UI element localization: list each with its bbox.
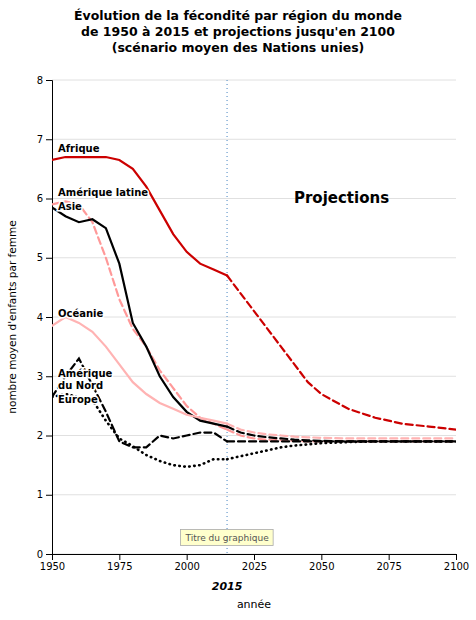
tick-label: 1950: [40, 561, 65, 572]
projection-label: Projections: [294, 189, 389, 207]
tick-label: 2100: [444, 561, 469, 572]
axis-line: [46, 81, 53, 555]
tick: 7: [37, 134, 52, 145]
tick: 0: [37, 549, 52, 560]
tick: 8: [37, 75, 52, 86]
tick-mark: [456, 554, 457, 560]
series-label: Afrique: [58, 143, 100, 154]
tick-label: 0: [37, 549, 43, 560]
tick: 2: [37, 430, 52, 441]
tick-label: 2000: [174, 561, 199, 572]
tick-mark: [46, 495, 52, 496]
tick: 2050: [309, 554, 334, 572]
grid-line: [52, 376, 456, 377]
tick-mark: [46, 317, 52, 318]
grid-line: [52, 139, 456, 140]
series-labels: Afrique Amérique latine Asie Océanie Amériqu…: [58, 143, 148, 405]
plot: 1950 1975 2000 2025 2050 2075 2100 0 1 2 3 4 5 6 7 8 nom…: [6, 75, 469, 611]
note-box: Titre du graphique: [180, 530, 273, 546]
tick-label: 2025: [242, 561, 267, 572]
tick: 2075: [376, 554, 401, 572]
tick: 2000: [174, 554, 199, 572]
tick-mark: [46, 554, 52, 555]
history-line: [52, 317, 227, 424]
grid-line: [52, 317, 456, 318]
grid-line: [52, 494, 456, 495]
tick: 2100: [444, 554, 469, 572]
tick: 6: [37, 193, 52, 204]
projection-line: [227, 424, 456, 439]
tick-label: 4: [37, 312, 43, 323]
series-label: Asie: [58, 201, 82, 212]
tick-label: 2050: [309, 561, 334, 572]
tick: 3: [37, 371, 52, 382]
tick-mark: [119, 554, 120, 560]
history-line: [52, 157, 227, 276]
x-axis: 1950 1975 2000 2025 2050 2075 2100: [40, 554, 469, 572]
tick-mark: [321, 554, 322, 560]
tick-label: 3: [37, 371, 43, 382]
history-line: [52, 207, 227, 426]
tick-mark: [46, 258, 52, 259]
projection-line: [227, 276, 456, 430]
tick-mark: [46, 376, 52, 377]
y-axis-title: nombre moyen d'enfants par femme: [6, 220, 18, 413]
y-axis: 0 1 2 3 4 5 6 7 8: [37, 75, 53, 560]
series-label: Amériquedu Nord: [58, 368, 113, 391]
tick: 1: [37, 489, 52, 500]
axis-line: [53, 555, 457, 561]
reference-line-label: 2015: [212, 580, 243, 593]
tick: 4: [37, 312, 52, 323]
tick: 5: [37, 252, 52, 263]
tick-label: 1975: [107, 561, 132, 572]
tick-label: 8: [37, 75, 43, 86]
tick-mark: [46, 139, 52, 140]
history-line: [52, 394, 227, 467]
series-label: Océanie: [58, 308, 104, 319]
history-line: [52, 358, 227, 447]
tick: 2025: [242, 554, 267, 572]
reference-line: [226, 80, 227, 554]
chart: Évolution de la fécondité par région du …: [0, 0, 476, 620]
grid-line: [52, 257, 456, 258]
tick-label: 5: [37, 252, 43, 263]
series-label: Europe: [58, 394, 98, 405]
x-axis-title: année: [237, 598, 271, 611]
grid-line: [52, 80, 456, 81]
tick-label: 1: [37, 489, 43, 500]
tick-mark: [254, 554, 255, 560]
tick-mark: [389, 554, 390, 560]
tick-mark: [46, 80, 52, 81]
tick-label: 2: [37, 430, 43, 441]
title: Évolution de la fécondité par région du …: [74, 8, 402, 55]
note-text: Titre du graphique: [184, 533, 269, 543]
grid-line: [52, 198, 456, 199]
tick: 1975: [107, 554, 132, 572]
note-box-frame: [180, 530, 273, 546]
tick-label: 2075: [376, 561, 401, 572]
history-line: [52, 201, 227, 429]
series-label: Amérique latine: [58, 187, 148, 198]
tick: 1950: [40, 554, 65, 572]
tick-mark: [46, 436, 52, 437]
grid: [52, 80, 456, 554]
tick-label: 7: [37, 134, 43, 145]
projection-line: [227, 441, 456, 459]
marks: [52, 80, 456, 554]
tick-label: 6: [37, 193, 43, 204]
tick-mark: [187, 554, 188, 560]
tick-mark: [46, 199, 52, 200]
